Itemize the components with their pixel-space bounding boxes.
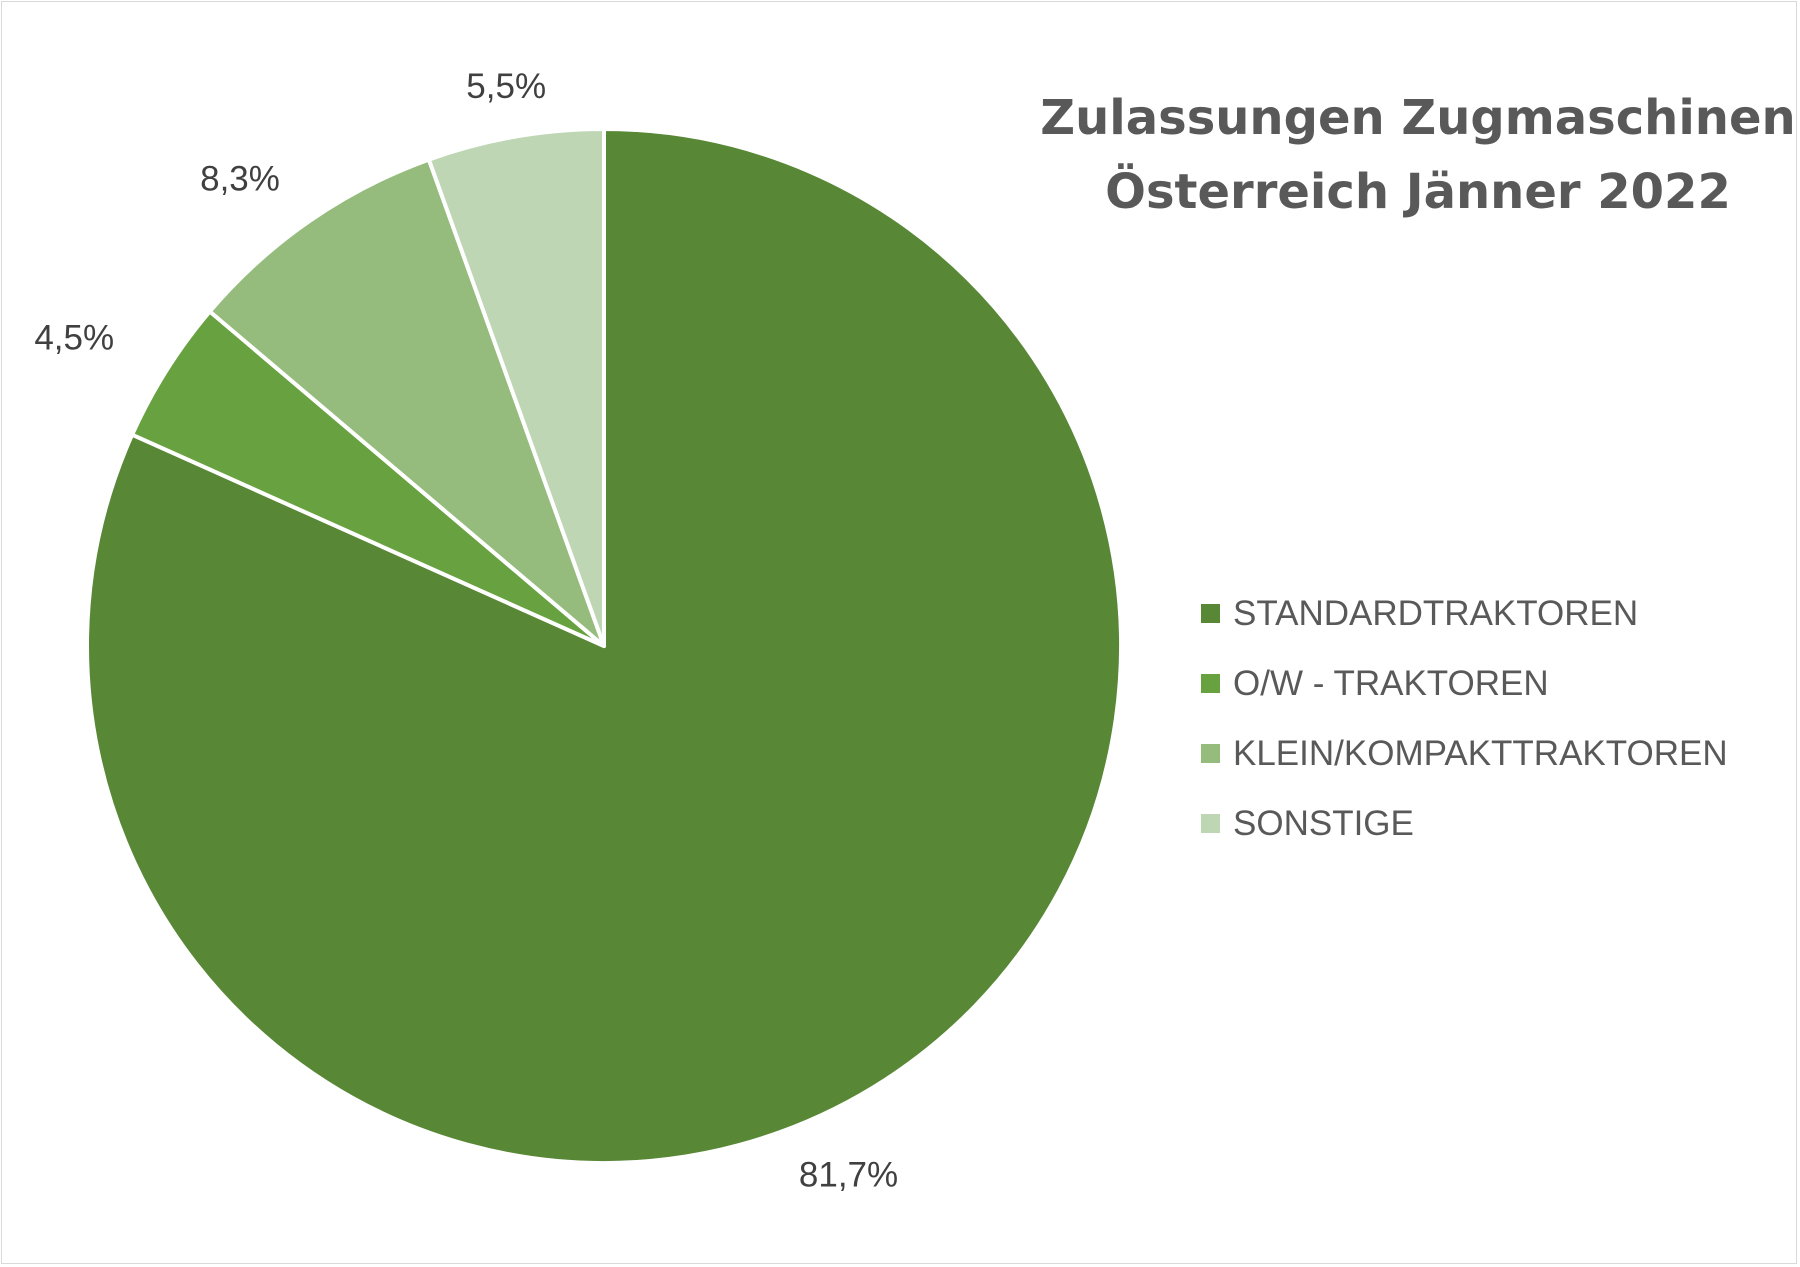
legend-label-klein-kompakttraktoren: KLEIN/KOMPAKTTRAKTOREN [1233,734,1728,773]
data-label-klein-kompakttraktoren: 8,3% [200,160,280,199]
legend-label-sonstige: SONSTIGE [1233,804,1414,843]
data-label-sonstige: 5,5% [466,67,546,106]
legend-swatch-o-w-traktoren [1201,674,1220,693]
data-label-standardtraktoren: 81,7% [799,1155,898,1194]
legend-label-o-w-traktoren: O/W - TRAKTOREN [1233,664,1549,703]
data-label-o-w-traktoren: 4,5% [34,318,114,357]
chart-title-line-1: Zulassungen Zugmaschinen [1040,90,1795,146]
data-labels: 81,7% 4,5% 8,3% 5,5% [34,67,898,1195]
legend-label-standardtraktoren: STANDARDTRAKTOREN [1233,594,1638,633]
pie-slice-klein-kompakttraktoren [207,157,606,648]
legend-swatch-sonstige [1201,814,1220,833]
legend: STANDARDTRAKTOREN O/W - TRAKTOREN KLEIN/KO… [1201,594,1728,843]
pie-slice-sonstige [426,127,606,648]
legend-swatch-standardtraktoren [1201,604,1220,623]
pie-slices [85,127,1123,1165]
chart-title-line-2: Österreich Jänner 2022 [1105,163,1731,220]
legend-swatch-klein-kompakttraktoren [1201,744,1220,763]
